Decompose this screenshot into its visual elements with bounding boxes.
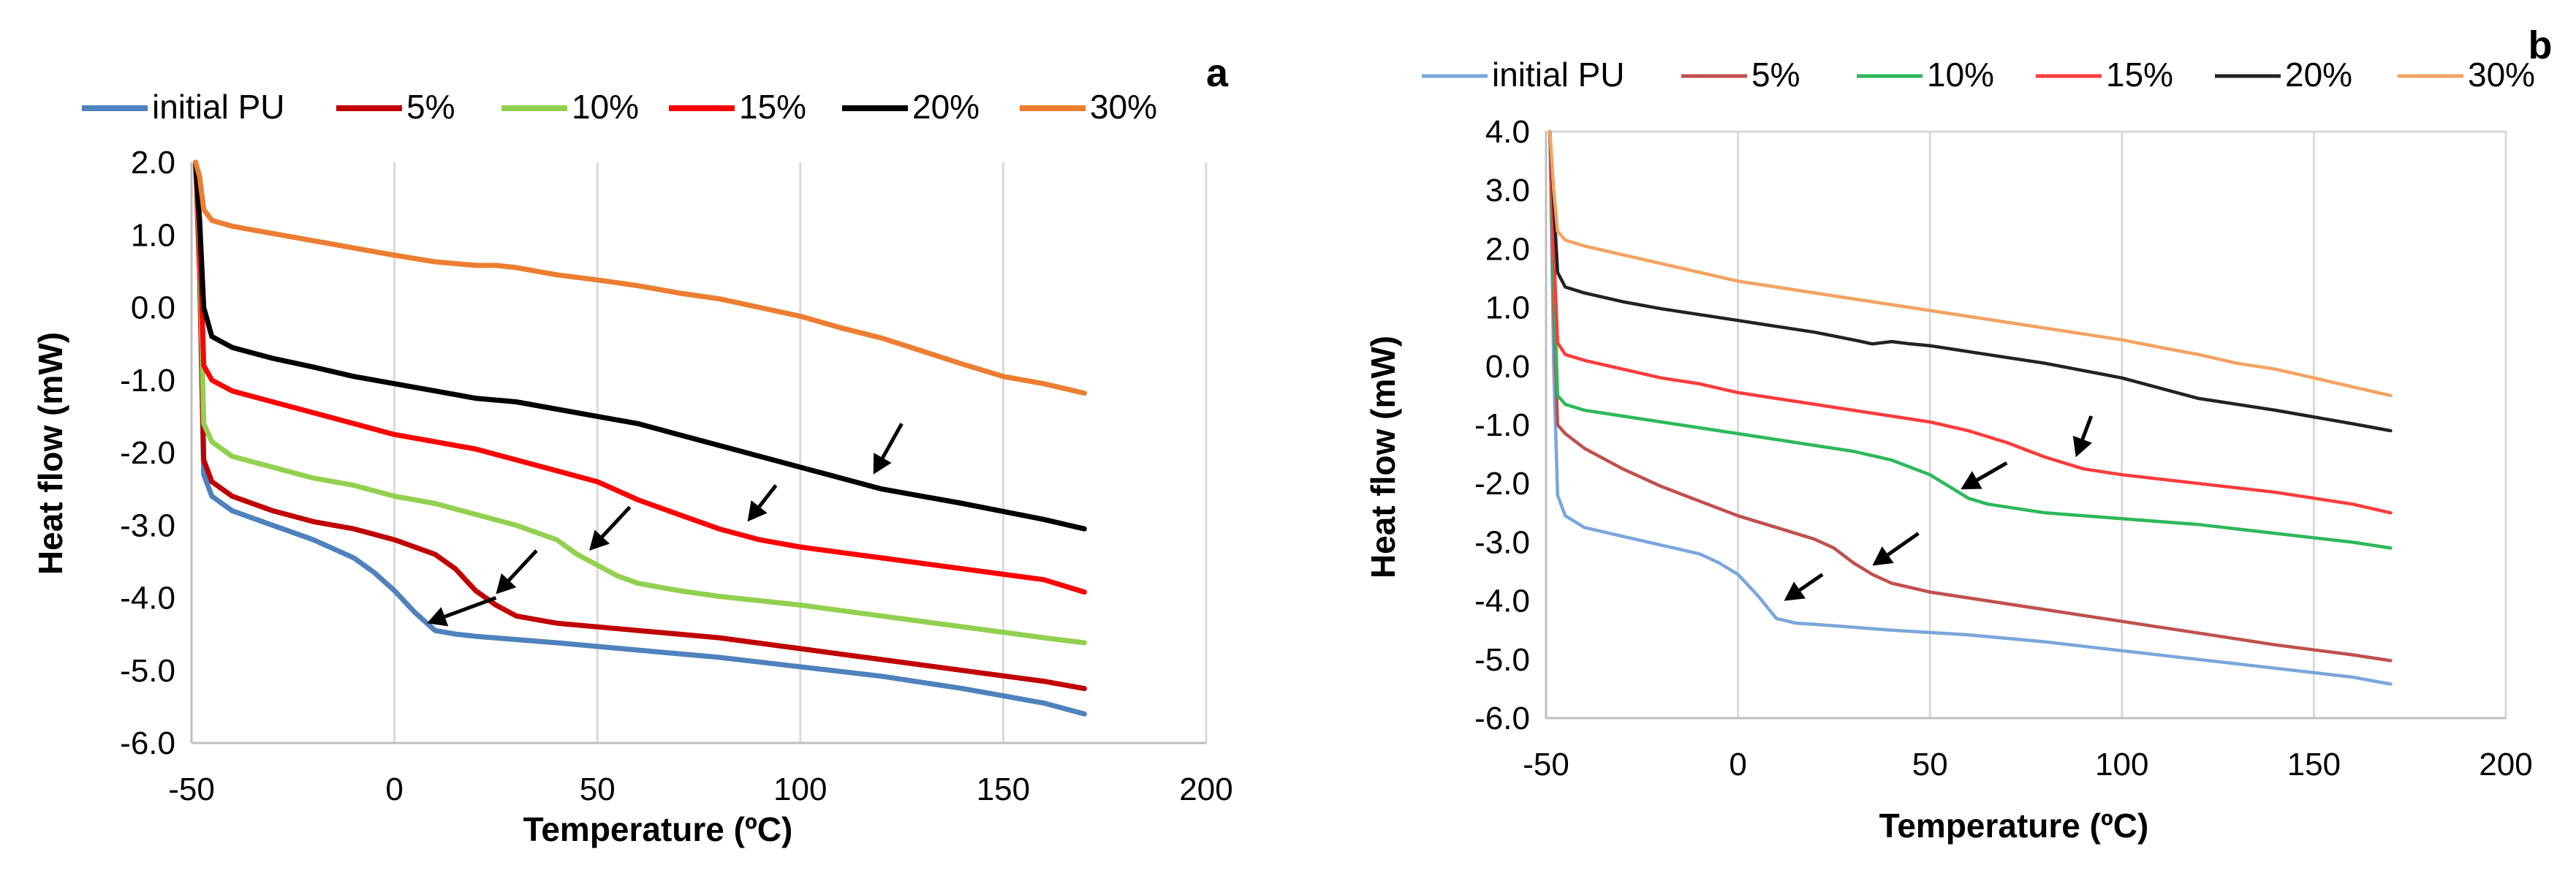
- series-line-10-: [1548, 129, 2393, 550]
- x-tick-label: 100: [2095, 747, 2148, 782]
- y-tick-label: -5.0: [120, 653, 175, 689]
- panel-a-x-axis-label: Temperature (ºC): [523, 810, 793, 848]
- panel-b-letter: b: [2528, 23, 2553, 67]
- y-tick-label: 4.0: [1485, 114, 1530, 150]
- legend-label: 30%: [1090, 88, 1157, 126]
- y-tick-label: -1.0: [1474, 407, 1530, 443]
- arrow-annotation: [873, 423, 904, 475]
- legend-label: 15%: [2106, 56, 2173, 94]
- series-line-initial-pu: [193, 159, 1087, 717]
- legend-label: 20%: [2285, 56, 2352, 94]
- series-line-20-: [1548, 129, 2393, 433]
- arrow-annotation: [496, 549, 538, 595]
- y-tick-label: -4.0: [1474, 584, 1530, 619]
- x-tick-label: -50: [168, 772, 215, 807]
- x-tick-label: 50: [580, 772, 615, 807]
- x-tick-label: -50: [1523, 747, 1569, 782]
- legend-b: initial PU 5% 10% 15% 20% 30%: [1422, 56, 2535, 94]
- panel-b: b initial PU 5% 10% 15% 20% 30% -50 0 50 100 150 2…: [1364, 23, 2553, 845]
- series-line-15-: [1548, 129, 2393, 515]
- arrow-annotation: [1961, 461, 2008, 490]
- arrow-annotation: [1872, 532, 1920, 566]
- y-tick-label: 1.0: [1485, 290, 1530, 326]
- series-line-5-: [193, 159, 1087, 692]
- legend-label: 15%: [739, 88, 806, 126]
- legend-a: initial PU 5% 10% 15% 20% 30%: [82, 88, 1157, 126]
- y-tick-label: -1.0: [120, 363, 175, 399]
- x-tick-label: 0: [385, 772, 403, 807]
- x-tick-label: 200: [2479, 747, 2532, 782]
- panel-a: a initial PU 5% 10% 15% 20% 30% -50 0 50 100 150 2…: [31, 51, 1233, 848]
- legend-label: 5%: [1751, 56, 1800, 94]
- plot-a: -50 0 50 100 150 200 2.0 1.0 0.0 -1.0 -2.0 -3.0 -4.0…: [120, 145, 1233, 807]
- legend-item: 5%: [1681, 56, 1800, 94]
- series-line-15-: [193, 159, 1087, 595]
- y-tick-label: 2.0: [131, 145, 175, 181]
- y-tick-label: -2.0: [120, 435, 175, 471]
- legend-label: initial PU: [152, 88, 285, 126]
- legend-item: 15%: [2036, 56, 2173, 94]
- arrow-annotation: [427, 596, 497, 627]
- arrow-annotation: [747, 484, 778, 522]
- legend-item: 20%: [842, 88, 980, 126]
- series-line-30-: [193, 159, 1087, 396]
- legend-label: 10%: [572, 88, 639, 126]
- y-tick-label: -5.0: [1474, 642, 1530, 678]
- arrow-annotation: [1784, 573, 1824, 601]
- legend-item: 10%: [1857, 56, 1994, 94]
- arrow-annotation: [589, 505, 632, 551]
- legend-label: 20%: [912, 88, 980, 126]
- x-tick-label: 200: [1179, 772, 1232, 807]
- plot-b: -50 0 50 100 150 200 4.0 3.0 2.0 1.0 0.0 -1.0 -2.0 -3…: [1474, 114, 2533, 782]
- legend-item: initial PU: [82, 88, 285, 126]
- x-tick-label: 150: [2287, 747, 2341, 782]
- y-tick-label: -3.0: [1474, 524, 1530, 560]
- y-tick-label: 2.0: [1485, 231, 1530, 267]
- x-tick-label: 0: [1729, 747, 1746, 782]
- legend-item: 10%: [501, 88, 639, 126]
- y-tick-label: -6.0: [1474, 701, 1530, 736]
- series-line-initial-pu: [1548, 129, 2393, 686]
- panel-b-x-axis-label: Temperature (ºC): [1879, 807, 2149, 845]
- y-tick-label: -3.0: [120, 508, 175, 543]
- legend-item: 30%: [2398, 56, 2535, 94]
- panel-b-y-axis-label: Heat flow (mW): [1364, 336, 1402, 578]
- series-line-5-: [1548, 129, 2393, 663]
- x-tick-label: 50: [1912, 747, 1948, 782]
- series-line-20-: [193, 159, 1087, 532]
- y-tick-label: -4.0: [120, 581, 175, 616]
- y-tick-label: 0.0: [131, 290, 175, 326]
- panel-a-y-axis-label: Heat flow (mW): [31, 332, 69, 575]
- series-line-30-: [1548, 129, 2393, 398]
- x-tick-label: 100: [773, 772, 827, 807]
- series-line-10-: [193, 159, 1087, 646]
- legend-label: initial PU: [1492, 56, 1625, 94]
- legend-label: 5%: [406, 88, 455, 126]
- legend-label: 30%: [2468, 56, 2535, 94]
- y-tick-label: 0.0: [1485, 349, 1530, 385]
- panel-a-letter: a: [1206, 51, 1229, 95]
- arrow-annotation: [2072, 415, 2094, 458]
- legend-item: 20%: [2215, 56, 2352, 94]
- legend-label: 10%: [1927, 56, 1994, 94]
- y-tick-label: -2.0: [1474, 466, 1530, 502]
- legend-item: 15%: [669, 88, 806, 126]
- y-tick-label: 1.0: [131, 217, 175, 253]
- legend-item: 30%: [1020, 88, 1157, 126]
- legend-item: initial PU: [1422, 56, 1625, 94]
- y-tick-label: -6.0: [120, 725, 175, 761]
- x-tick-label: 150: [977, 772, 1030, 807]
- y-tick-label: 3.0: [1485, 173, 1530, 208]
- legend-item: 5%: [336, 88, 455, 126]
